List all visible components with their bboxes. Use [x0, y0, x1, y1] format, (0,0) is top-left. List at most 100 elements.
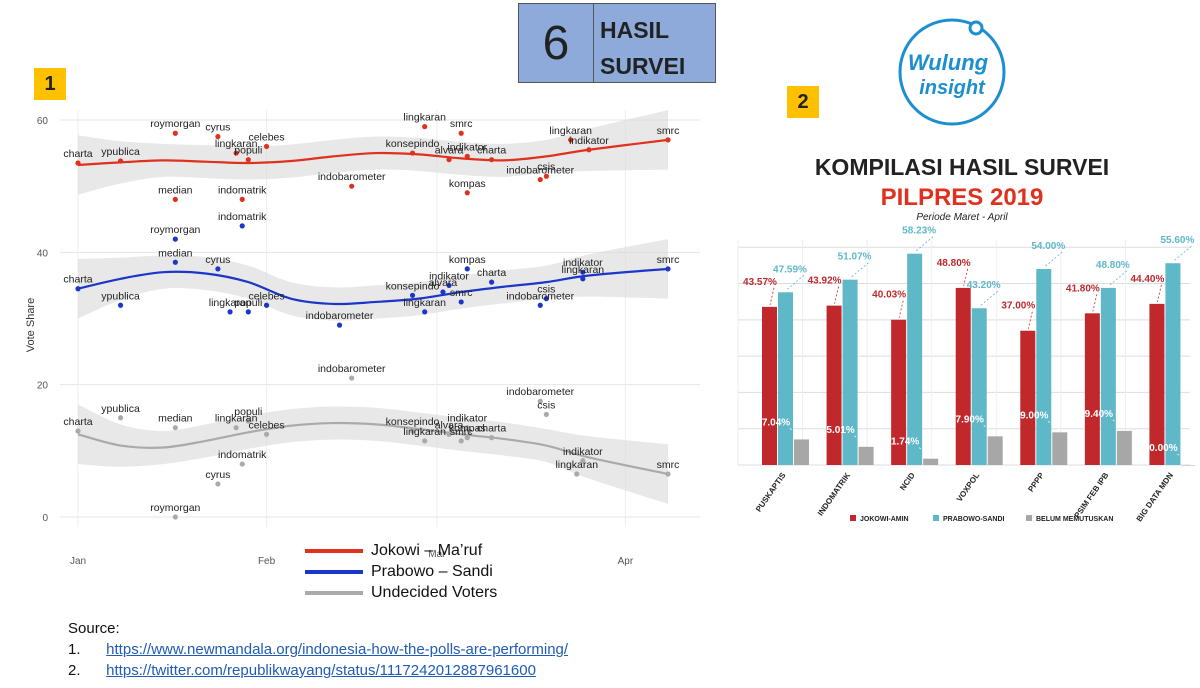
point-label: indikator [447, 141, 487, 153]
label-leader [1048, 421, 1061, 431]
data-point [409, 150, 416, 156]
y-tick-label: 20 [37, 381, 49, 392]
data-point [75, 428, 81, 434]
label-leader [1177, 453, 1190, 464]
data-point [489, 435, 495, 441]
point-label: charta [477, 145, 506, 157]
slide-title-line1: HASIL [600, 17, 669, 43]
point-label: populi [234, 297, 262, 309]
data-point [543, 173, 549, 179]
label-leader [1092, 294, 1098, 312]
point-label: median [158, 184, 193, 196]
data-point [422, 438, 428, 444]
data-point [580, 458, 586, 464]
data-point [239, 223, 245, 229]
data-point [117, 302, 124, 308]
data-point [215, 133, 221, 140]
data-point [580, 276, 586, 282]
source-number: 2. [68, 662, 81, 679]
bar [826, 305, 842, 465]
data-point [458, 438, 464, 444]
chart1-confidence-bands [78, 110, 668, 504]
data-point [665, 471, 671, 477]
chart1-axes: Vote Share [25, 298, 37, 352]
confidence-band [78, 239, 668, 321]
point-label: csis [537, 399, 555, 411]
point-label: indikator [429, 270, 469, 282]
point-label: konsepindo [386, 138, 440, 150]
data-point [665, 266, 671, 272]
bar [987, 436, 1003, 465]
data-point [227, 309, 233, 315]
chart2-bars [762, 253, 1195, 466]
point-label: indikator [569, 135, 609, 147]
chart1-point-labels: charta ypublica roymorgan median cyrus lingka… [63, 112, 679, 514]
data-point [422, 309, 428, 315]
point-label: roymorgan [150, 224, 200, 236]
point-label: indobarometer [318, 363, 386, 375]
legend-label: Undecided Voters [371, 583, 498, 601]
point-label: ypublica [101, 146, 140, 158]
point-label: kompas [449, 178, 486, 190]
bar [1020, 330, 1036, 465]
point-label: charta [477, 423, 506, 435]
legend-label: Prabowo – Sandi [371, 562, 493, 580]
data-point [537, 398, 543, 404]
point-label: charta [63, 274, 92, 286]
point-label: cyrus [205, 254, 230, 266]
category-label: PUSKAPTIS [754, 470, 788, 513]
label-leader [854, 435, 867, 446]
point-label: celebes [248, 131, 284, 143]
source-link-twitter[interactable]: https://twitter.com/republikwayang/statu… [106, 662, 536, 679]
bar [778, 292, 793, 465]
chart2-title: KOMPILASI HASIL SURVEI [815, 154, 1109, 180]
point-label: alvara [435, 145, 464, 157]
label-leader [983, 425, 996, 435]
bar-value-label: 7.90% [956, 414, 984, 425]
y-tick-label: 60 [37, 116, 49, 127]
data-point [172, 130, 178, 136]
legend-swatch [305, 548, 363, 553]
slide-title-line2: SURVEI [600, 53, 686, 79]
data-point [458, 130, 464, 136]
point-label: lingkaran [562, 264, 605, 276]
chart2-subtitle: PILPRES 2019 [881, 184, 1044, 211]
category-label: PSIM FEB IPB [1073, 471, 1111, 520]
data-point [75, 286, 81, 292]
x-tick-label: Apr [618, 556, 634, 567]
data-point [409, 428, 416, 434]
source-link-newmandala[interactable]: https://www.newmandala.org/indonesia-how… [106, 641, 569, 658]
point-label: indobarometer [318, 171, 386, 183]
label-leader [1027, 311, 1033, 329]
bar [1165, 263, 1181, 465]
label-leader [979, 290, 998, 307]
point-label: charta [63, 148, 92, 160]
data-point [172, 236, 178, 242]
point-label: indobarometer [306, 310, 374, 322]
point-label: lingkaran [403, 112, 446, 124]
data-point [446, 282, 452, 289]
point-label: lingkaran [549, 125, 592, 137]
sources-block: Source: 1. https://www.newmandala.org/in… [68, 618, 568, 681]
bar-value-label: 37.00% [1001, 301, 1035, 312]
legend-label: PRABOWO-SANDI [943, 516, 1004, 523]
bar-value-label: 41.80% [1066, 283, 1100, 294]
bar [1149, 303, 1165, 465]
data-point [458, 299, 464, 305]
bar [1116, 430, 1132, 465]
data-point [422, 124, 428, 130]
chart1-legend: Jokowi – Ma’ruf Prabowo – Sandi Undecide… [305, 540, 497, 603]
data-point [239, 461, 245, 467]
bar [1100, 287, 1116, 465]
legend-swatch [305, 569, 363, 574]
bar-value-label: 48.80% [937, 258, 971, 269]
trend-line [77, 421, 669, 476]
source-item: 2. https://twitter.com/republikwayang/st… [68, 660, 568, 681]
legend-item-undecided: Undecided Voters [305, 582, 497, 603]
legend-label: JOKOWI-AMIN [860, 516, 909, 523]
point-label: lingkaran [403, 426, 446, 438]
point-label: lingkaran [215, 413, 258, 425]
slide-number: 6 [518, 3, 594, 83]
x-tick-label: Jan [70, 556, 86, 567]
data-point [537, 302, 543, 308]
